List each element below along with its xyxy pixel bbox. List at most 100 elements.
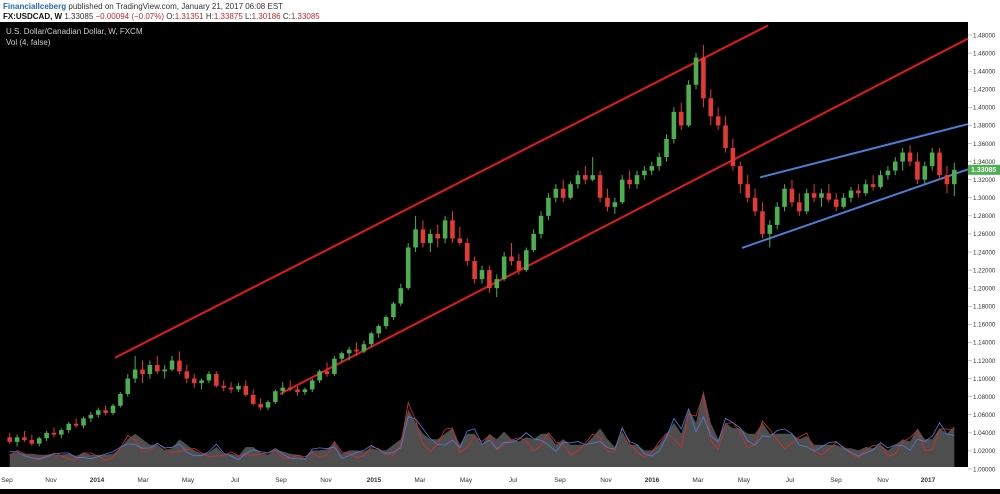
time-axis[interactable] [0,467,1000,489]
candle-body-25 [191,378,197,384]
candle-body-42 [317,371,322,381]
x-tick-label-15: Mar [692,477,704,484]
candle-body-113 [841,197,846,207]
candle-body-128 [952,169,957,185]
candle-body-71 [531,233,536,251]
candle-body-97 [723,125,728,149]
last-price: 1.33085 [64,12,94,21]
candle-body-40 [302,389,308,393]
candle-body-24 [184,371,190,379]
candle-body-112 [833,199,839,207]
x-tick-label-12: Sep [554,477,566,484]
candle-body-108 [804,193,810,212]
candle-body-53 [398,288,404,304]
candle-body-111 [826,193,832,200]
x-axis-labels: Sep Nov 2014 Mar May Jul Sep Nov 2015 Mar May Jul Se… [1,477,935,484]
candle-body-104 [774,206,780,225]
candle-body-45 [339,353,345,359]
chart-title: U.S. Dollar/Canadian Dollar, W, FXCM [6,27,143,36]
x-tick-label-5: Jul [231,477,240,484]
price-badge-text: 1.33085 [971,167,996,174]
x-tick-label-0: Sep [1,477,13,484]
candle-body-95 [708,98,714,117]
last-price-badge: 1.33085 [968,164,1000,175]
chart-container[interactable]: 1.48000 1.46000 1.44000 1.42000 1.40000 1.380… [0,22,1000,489]
candle-body-38 [287,387,293,390]
candle-body-78 [583,175,588,180]
candle-body-6 [51,432,57,435]
x-tick-label-2: 2014 [90,477,105,484]
candle-body-101 [752,197,758,212]
candle-body-29 [221,385,226,388]
low-value: 1.30186 [251,12,281,21]
y-tick-label-12: 1.24000 [973,249,996,256]
candle-body-123 [915,161,920,180]
candle-body-106 [789,188,795,203]
candle-body-9 [73,423,79,426]
author-link[interactable]: FinancialIceberg [3,2,67,11]
volume-layer [9,390,955,467]
y-tick-label-7: 1.34000 [973,159,996,166]
candle-body-34 [258,403,263,408]
candle-body-76 [568,184,573,198]
candle-body-75 [560,188,566,198]
blue-channel-upper [759,123,969,179]
candle-body-98 [730,148,736,167]
open-value: 1.31351 [174,12,204,21]
y-tick-label-16: 1.16000 [973,322,996,329]
candle-body-84 [627,179,632,185]
candle-body-46 [346,349,352,354]
candle-body-1 [14,437,20,442]
high-label: H: [205,12,214,21]
red-channel-lower [279,37,969,395]
candle-body-2 [22,437,27,441]
candle-body-115 [856,190,861,194]
y-tick-label-22: 1.04000 [973,430,996,437]
candle-body-17 [132,369,138,379]
candle-body-91 [678,111,684,126]
price-axis[interactable] [968,22,1000,489]
candle-body-86 [642,170,647,176]
candle-body-114 [848,190,854,198]
price-chart[interactable]: 1.48000 1.46000 1.44000 1.42000 1.40000 1.380… [0,22,1000,489]
candle-body-117 [870,184,876,187]
candle-body-22 [169,360,175,370]
candle-body-70 [523,250,529,271]
candle-body-67 [501,256,507,280]
candle-body-62 [464,242,470,262]
y-tick-label-5: 1.38000 [973,123,996,130]
candle-body-16 [125,378,131,394]
candle-body-64 [479,270,485,280]
candle-body-49 [369,333,374,345]
candle-layer [7,44,957,447]
candle-body-19 [147,365,153,375]
candle-body-20 [154,365,160,372]
candle-body-89 [664,138,669,158]
candle-body-63 [472,261,477,280]
candle-body-120 [892,161,898,171]
candle-body-94 [701,57,706,99]
candle-body-41 [309,380,315,390]
candle-body-26 [199,380,204,384]
candle-body-80 [597,175,603,198]
y-tick-label-9: 1.30000 [973,195,996,202]
open-label: O: [166,12,175,21]
publish-line: FinancialIceberg published on TradingVie… [3,2,283,11]
candle-body-109 [811,193,817,198]
candle-body-37 [280,387,286,392]
candle-body-32 [243,385,249,395]
candle-body-73 [546,197,551,216]
high-value: 1.33875 [213,12,243,21]
channel-layer [114,24,969,395]
y-axis-labels: 1.48000 1.46000 1.44000 1.42000 1.40000 1.380… [968,32,996,473]
candle-body-14 [110,405,116,413]
candle-body-10 [81,418,86,426]
ohlc-line: FX:USDCAD, W 1.33085 −0.00094 (−0.07%) O… [3,12,320,21]
candle-body-58 [435,233,441,239]
price-change: −0.00094 (−0.07%) [95,12,165,21]
candle-body-0 [7,437,12,442]
candle-body-43 [324,371,330,375]
volume-area [9,390,955,467]
candle-body-28 [214,374,219,386]
candle-body-13 [103,410,108,413]
